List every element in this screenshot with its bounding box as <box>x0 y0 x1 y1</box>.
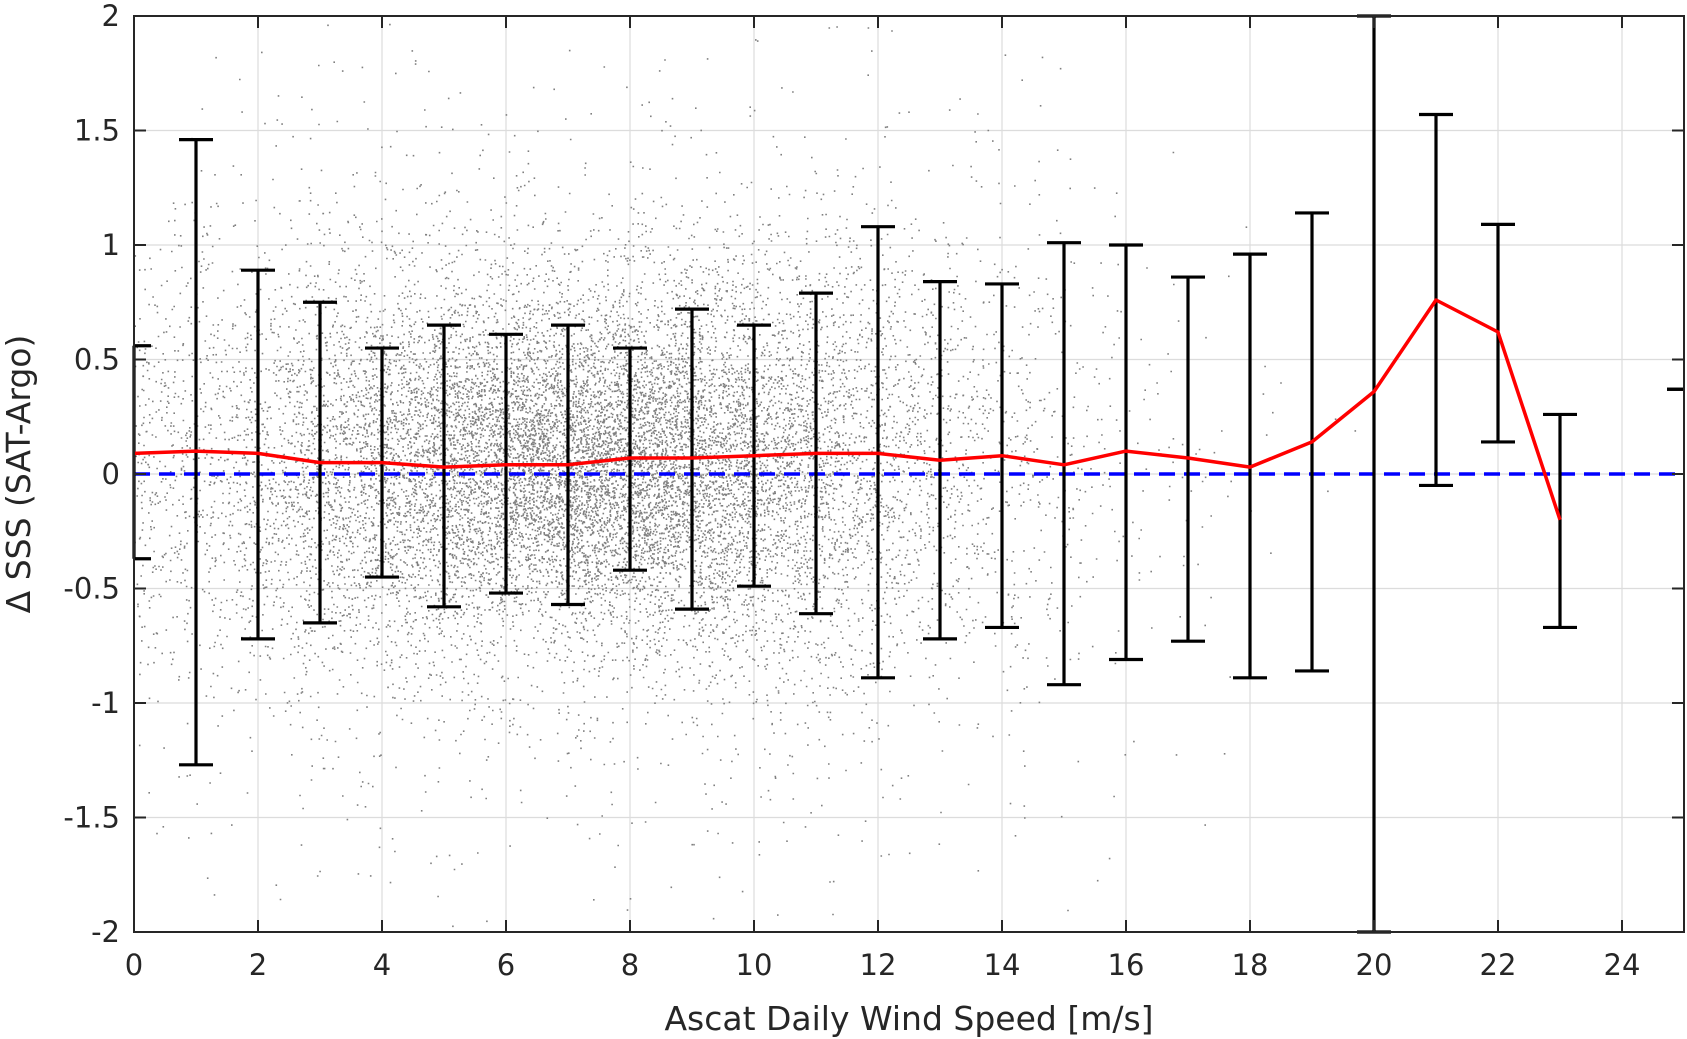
y-tick-label: 1.5 <box>74 114 120 148</box>
y-tick-label: -0.5 <box>63 572 120 606</box>
y-tick-label: -1.5 <box>63 801 120 835</box>
error-bar <box>1543 412 1577 630</box>
y-tick-label: -1 <box>91 686 120 720</box>
y-tick-label: 0 <box>102 457 120 491</box>
y-tick-label: -2 <box>91 915 120 949</box>
y-tick-label: 1 <box>102 228 120 262</box>
x-tick-label: 4 <box>373 948 391 982</box>
x-tick-label: 12 <box>860 948 897 982</box>
y-tick-layer: -2 -1.5 -1 -0.5 0 0.5 1 1.5 2 <box>63 0 1684 949</box>
y-tick-label: 2 <box>102 0 120 33</box>
x-tick-label: 14 <box>984 948 1021 982</box>
x-tick-label: 2 <box>249 948 267 982</box>
x-tick-label: 16 <box>1108 948 1145 982</box>
x-tick-label: 22 <box>1480 948 1517 982</box>
x-tick-layer: 0 2 4 6 8 10 12 14 16 18 20 22 24 <box>125 16 1641 982</box>
x-tick-label: 20 <box>1356 948 1393 982</box>
y-axis-title: Δ SSS (SAT-Argo) <box>0 335 38 614</box>
x-tick-label: 0 <box>125 948 143 982</box>
x-tick-label: 18 <box>1232 948 1269 982</box>
x-tick-label: 24 <box>1604 948 1641 982</box>
x-tick-label: 6 <box>497 948 515 982</box>
x-tick-label: 10 <box>736 948 773 982</box>
y-tick-label: 0.5 <box>74 343 120 377</box>
mean-line-layer <box>133 298 1562 521</box>
x-axis-title: Ascat Daily Wind Speed [m/s] <box>664 999 1153 1038</box>
mean-line <box>133 298 1562 521</box>
x-tick-label: 8 <box>621 948 639 982</box>
